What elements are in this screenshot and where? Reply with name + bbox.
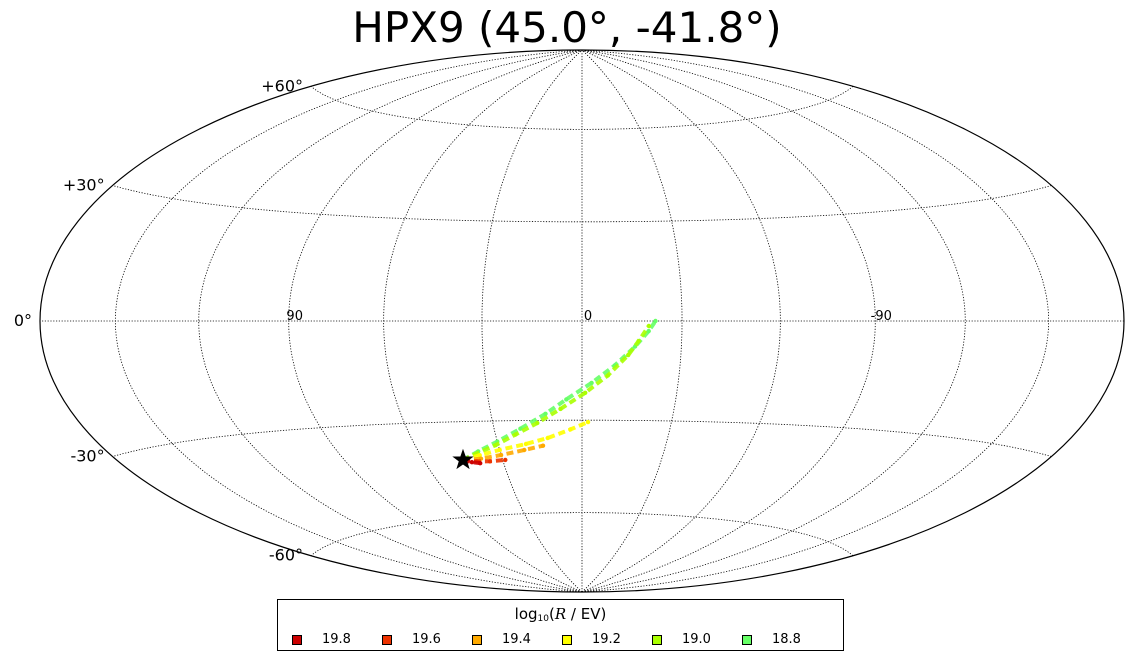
trajectory-18.8	[462, 319, 658, 462]
meridian--30	[581, 49, 683, 593]
legend-swatch	[382, 635, 392, 645]
trajectory-point	[589, 380, 594, 386]
trajectory-point	[636, 338, 641, 344]
legend-label: 19.6	[412, 632, 441, 647]
axis-tick-labels: +60° +30° 0° -30° -60° 90 0 -90	[14, 76, 892, 564]
legend-swatch	[652, 635, 662, 645]
legend: log10(R / EV) 19.8 19.6 19.4 19.2 19.0 18.8	[277, 599, 844, 651]
trajectory-point	[626, 352, 631, 358]
legend-title: log10(R / EV)	[514, 605, 607, 624]
trajectory-point	[522, 447, 527, 453]
meridian-150	[114, 49, 583, 593]
meridian--90	[581, 49, 876, 593]
trajectory-point	[487, 459, 493, 464]
meridian-90	[288, 49, 583, 593]
legend-swatch	[292, 635, 302, 645]
trajectory-point	[564, 397, 569, 402]
lat-tick-label: +60°	[261, 76, 303, 95]
legend-items: 19.8 19.6 19.4 19.2 19.0 18.8	[292, 632, 832, 648]
meridian-60	[383, 49, 583, 593]
legend-swatch	[562, 635, 572, 645]
trajectory-point	[503, 457, 508, 463]
parallel--30	[112, 419, 1052, 457]
source-star-marker	[452, 448, 474, 470]
legend-label: 18.8	[772, 632, 801, 647]
trajectory-point	[523, 441, 529, 447]
lon-tick-label: 0	[584, 309, 592, 324]
trajectory-point	[478, 461, 483, 466]
legend-item: 19.0	[652, 632, 711, 648]
legend-swatch	[742, 635, 752, 645]
legend-item: 18.8	[742, 632, 801, 648]
meridian-120	[198, 49, 583, 593]
trajectory-point	[498, 452, 504, 458]
trajectory-point	[477, 453, 482, 458]
trajectory-point	[646, 328, 651, 334]
trajectory-point	[535, 420, 540, 426]
trajectory-point	[653, 318, 658, 324]
sky-map: +60° +30° 0° -30° -60° 90 0 -90	[14, 49, 1125, 593]
legend-item: 19.8	[292, 632, 351, 648]
trajectory-point	[543, 411, 548, 416]
trajectory-point	[518, 426, 523, 431]
legend-swatch	[472, 635, 482, 645]
parallel-30	[112, 185, 1052, 223]
legend-label: 19.2	[592, 632, 621, 647]
trajectory-point	[493, 443, 498, 448]
lat-tick-label: +30°	[63, 176, 105, 195]
legend-item: 19.6	[382, 632, 441, 648]
trajectory-point	[605, 373, 611, 378]
trajectory-point	[540, 443, 546, 448]
legend-label: 19.0	[682, 632, 711, 647]
lon-tick-label: -90	[871, 309, 892, 324]
graticule	[39, 49, 1125, 593]
meridian--150	[581, 49, 1050, 593]
legend-item: 19.4	[472, 632, 531, 648]
trajectory-point	[545, 435, 550, 441]
trajectory-point	[469, 460, 475, 465]
trajectory-series	[452, 318, 658, 470]
trajectory-point	[497, 447, 502, 453]
trajectory-point	[568, 427, 573, 432]
trajectory-point	[583, 390, 588, 395]
lat-tick-label: -30°	[70, 447, 104, 466]
lon-tick-label: 90	[286, 309, 303, 324]
trajectory-19.0	[462, 324, 651, 462]
lat-tick-label: -60°	[269, 546, 303, 565]
lat-tick-label: 0°	[14, 311, 32, 330]
trajectory-point	[513, 432, 518, 437]
trajectory-point	[558, 406, 563, 412]
meridian--120	[581, 49, 966, 593]
legend-label: 19.8	[322, 632, 351, 647]
trajectory-point	[646, 323, 651, 329]
meridian-30	[481, 49, 583, 593]
legend-item: 19.2	[562, 632, 621, 648]
meridian--60	[581, 49, 781, 593]
legend-label: 19.4	[502, 632, 531, 647]
chart-title: HPX9 (45.0°, -41.8°)	[352, 3, 782, 52]
trajectory-point	[585, 419, 591, 425]
